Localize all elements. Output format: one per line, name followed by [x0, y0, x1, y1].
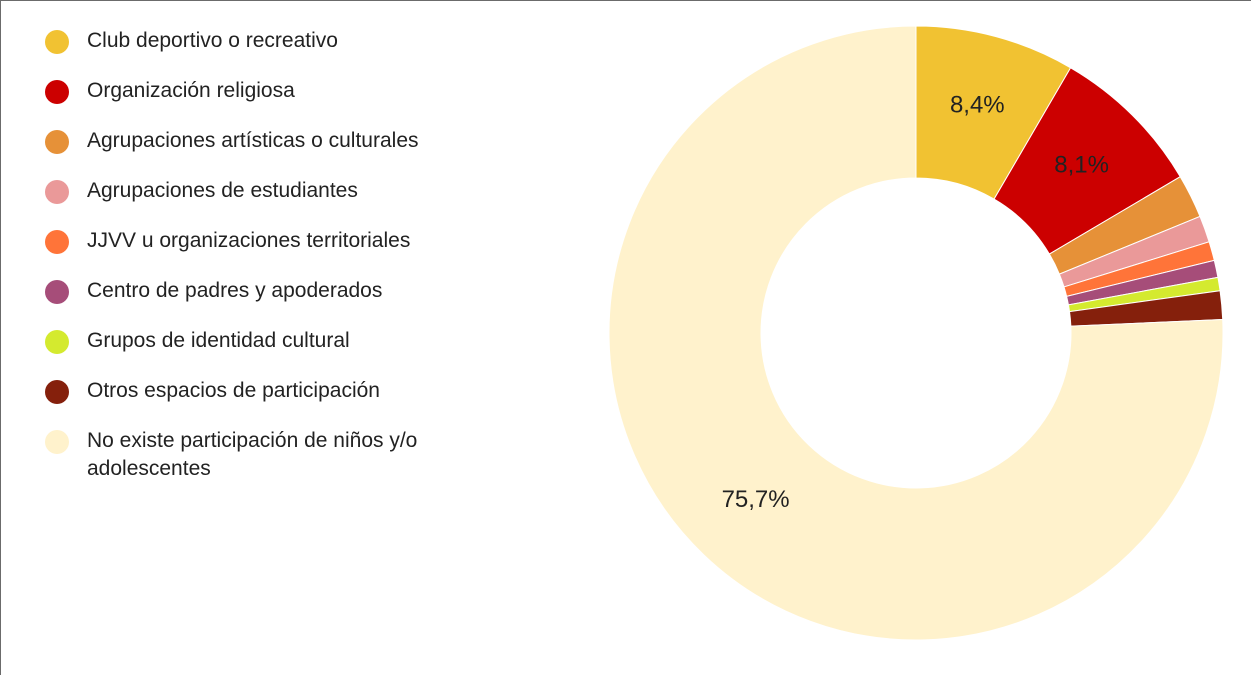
- legend-swatch-agrupaciones-estudiantes: [45, 180, 69, 204]
- legend-label-agrupaciones-estudiantes: Agrupaciones de estudiantes: [87, 179, 358, 202]
- legend-item-agrupaciones-artisticas: Agrupaciones artísticas o culturales: [45, 127, 515, 155]
- chart-slice-labels: 8,4% 8,1% 75,7%: [722, 91, 1109, 512]
- legend-item-agrupaciones-estudiantes: Agrupaciones de estudiantes: [45, 177, 515, 205]
- legend-swatch-jjvv: [45, 230, 69, 254]
- legend-label-jjvv: JJVV u organizaciones territoriales: [87, 229, 411, 252]
- slice-label-2: 8,1%: [1054, 152, 1109, 179]
- legend-swatch-agrupaciones-artisticas: [45, 130, 69, 154]
- legend-item-grupos-identidad: Grupos de identidad cultural: [45, 327, 515, 355]
- legend-swatch-organizacion-religiosa: [45, 80, 69, 104]
- legend-label-otros-espacios: Otros espacios de participación: [87, 379, 380, 402]
- legend-label-grupos-identidad: Grupos de identidad cultural: [87, 329, 350, 352]
- chart-legend: Club deportivo o recreativo Organización…: [45, 27, 515, 505]
- legend-item-organizacion-religiosa: Organización religiosa: [45, 77, 515, 105]
- slice-label-9: 75,7%: [722, 486, 790, 513]
- legend-label-no-existe: No existe participación de niños y/o ado…: [87, 429, 418, 480]
- legend-item-centro-padres: Centro de padres y apoderados: [45, 277, 515, 305]
- legend-label-agrupaciones-artisticas: Agrupaciones artísticas o culturales: [87, 129, 419, 152]
- slice-label-1: 8,4%: [950, 91, 1005, 118]
- legend-swatch-no-existe: [45, 430, 69, 454]
- legend-item-jjvv: JJVV u organizaciones territoriales: [45, 227, 515, 255]
- legend-swatch-centro-padres: [45, 280, 69, 304]
- legend-label-organizacion-religiosa: Organización religiosa: [87, 79, 295, 102]
- legend-label-club-deportivo: Club deportivo o recreativo: [87, 29, 338, 52]
- legend-item-no-existe: No existe participación de niños y/o ado…: [45, 427, 515, 483]
- slice-9: [608, 25, 1224, 641]
- chart-slices: [608, 25, 1224, 641]
- legend-swatch-club-deportivo: [45, 30, 69, 54]
- legend-item-club-deportivo: Club deportivo o recreativo: [45, 27, 515, 55]
- legend-label-centro-padres: Centro de padres y apoderados: [87, 279, 383, 302]
- legend-swatch-otros-espacios: [45, 380, 69, 404]
- legend-swatch-grupos-identidad: [45, 330, 69, 354]
- legend-item-otros-espacios: Otros espacios de participación: [45, 377, 515, 405]
